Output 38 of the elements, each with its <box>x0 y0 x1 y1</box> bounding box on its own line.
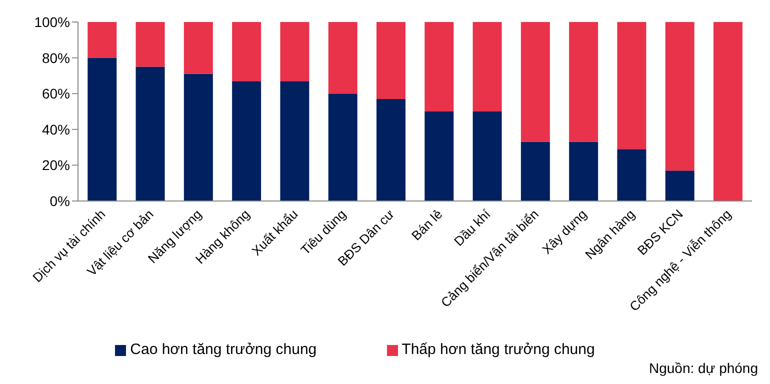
bar <box>88 58 117 201</box>
x-tick-label: Dầu khí <box>451 206 494 249</box>
bar <box>376 98 406 201</box>
bar <box>280 22 310 82</box>
bar <box>520 142 550 201</box>
y-tick-label: 100% <box>34 14 70 30</box>
bar <box>136 66 165 201</box>
y-tick-label: 80% <box>42 50 70 66</box>
y-tick-label: 60% <box>42 86 70 102</box>
bar <box>232 22 262 82</box>
bar <box>424 22 454 112</box>
bar <box>665 170 694 201</box>
legend-label: Cao hơn tăng trưởng chung <box>130 341 317 358</box>
bar <box>136 22 165 67</box>
bar <box>472 22 502 112</box>
bar <box>617 22 646 150</box>
bar <box>713 22 742 201</box>
bar <box>328 22 358 94</box>
bar <box>520 22 550 142</box>
bar <box>184 74 213 201</box>
y-tick-label: 40% <box>42 121 70 138</box>
bar <box>376 22 406 99</box>
bar <box>184 22 213 74</box>
x-tick-label: Bán lẻ <box>408 206 446 244</box>
bar <box>88 22 117 58</box>
bar <box>424 112 454 201</box>
y-tick-label: 0% <box>50 192 70 209</box>
bar <box>472 112 502 201</box>
bar <box>665 22 694 171</box>
bar <box>328 94 358 201</box>
y-tick-label: 20% <box>42 157 70 174</box>
bar <box>232 81 262 201</box>
text: Nguồn: dự phóng <box>648 360 759 376</box>
legend-label: Thấp hơn tăng trưởng chung <box>402 341 595 358</box>
bar <box>280 81 310 201</box>
bar <box>617 149 646 201</box>
bar <box>569 22 598 142</box>
bar <box>569 142 598 201</box>
